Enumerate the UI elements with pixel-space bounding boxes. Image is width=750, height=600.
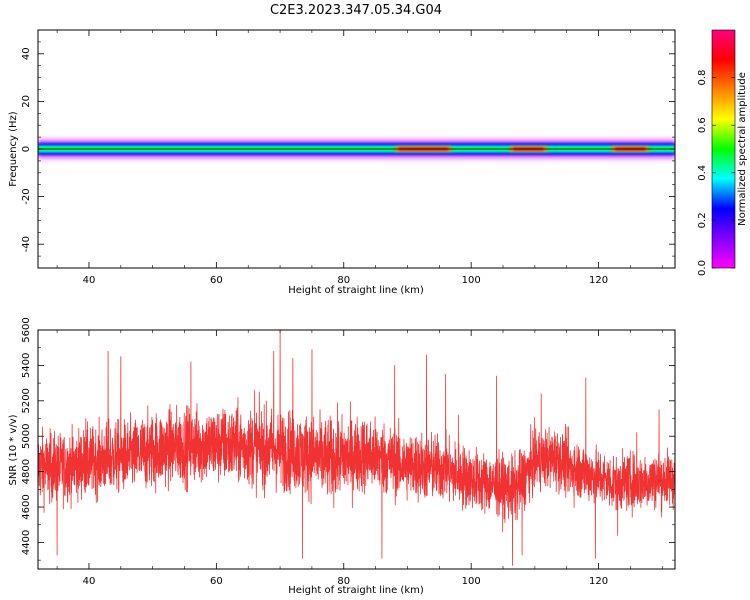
snr-y-tick-label: 5000 — [21, 423, 32, 448]
spectrogram-y-tick-label: -40 — [21, 236, 32, 252]
spectrogram-y-axis-label: Frequency (Hz) — [8, 111, 19, 187]
spectrogram-x-tick-label: 100 — [462, 275, 481, 286]
colorbar-tick-label: 0.0 — [697, 260, 708, 276]
colorbar-tick-label: 0.6 — [697, 117, 708, 133]
snr-series-line — [38, 330, 675, 566]
snr-y-tick-label: 5600 — [21, 317, 32, 342]
spectrogram-chart: 40 60 80 100 120 -40 -20 0 20 40 Height of strai… — [8, 29, 676, 296]
spectrogram-x-tick-label: 120 — [589, 275, 608, 286]
spectrogram-y-ticks: -40 -20 0 20 40 — [21, 29, 675, 269]
snr-y-tick-label: 5200 — [21, 388, 32, 413]
snr-x-tick-label: 120 — [589, 576, 608, 587]
snr-y-tick-label: 4400 — [21, 530, 32, 555]
spectral-band — [38, 137, 675, 161]
colorbar: 0.0 0.2 0.4 0.6 0.8 Normalized spectral ampl… — [697, 29, 748, 276]
spectrogram-y-tick-label: 20 — [21, 95, 32, 108]
colorbar-tick-label: 0.4 — [697, 165, 708, 181]
snr-x-tick-label: 80 — [337, 576, 350, 587]
spectrogram-y-tick-label: 40 — [21, 47, 32, 60]
snr-y-tick-label: 5400 — [21, 353, 32, 378]
snr-x-tick-label: 100 — [462, 576, 481, 587]
spectrogram-y-tick-label: 0 — [21, 146, 32, 152]
snr-y-ticks: 4400 4600 4800 5000 5200 5400 5600 — [21, 317, 675, 561]
snr-y-tick-label: 4600 — [21, 494, 32, 519]
colorbar-tick-label: 0.8 — [697, 70, 708, 86]
snr-plot-area — [37, 329, 676, 570]
snr-x-ticks: 40 60 80 100 120 — [56, 330, 663, 587]
snr-x-tick-label: 40 — [83, 576, 96, 587]
colorbar-gradient — [712, 30, 735, 268]
figure-title: C2E3.2023.347.05.34.G04 — [270, 3, 442, 18]
snr-chart: 40 60 80 100 120 4400 4600 4800 5000 5200 5400 560… — [8, 317, 676, 596]
spectrogram-x-axis-label: Height of straight line (km) — [288, 285, 424, 296]
colorbar-frame — [711, 29, 736, 269]
snr-y-tick-label: 4800 — [21, 459, 32, 484]
snr-x-axis-label: Height of straight line (km) — [288, 585, 424, 596]
colorbar-ticks: 0.0 0.2 0.4 0.6 0.8 — [697, 70, 735, 276]
spectrogram-y-tick-label: -20 — [21, 188, 32, 204]
spectrogram-x-tick-label: 60 — [210, 275, 223, 286]
snr-x-tick-label: 60 — [210, 576, 223, 587]
spectrogram-x-ticks: 40 60 80 100 120 — [56, 30, 663, 286]
colorbar-label: Normalized spectral amplitude — [737, 72, 748, 226]
spectrogram-x-tick-label: 40 — [83, 275, 96, 286]
colorbar-tick-label: 0.2 — [697, 212, 708, 228]
snr-y-axis-label: SNR (10 * v/v) — [8, 414, 19, 485]
spectrogram-x-tick-label: 80 — [337, 275, 350, 286]
